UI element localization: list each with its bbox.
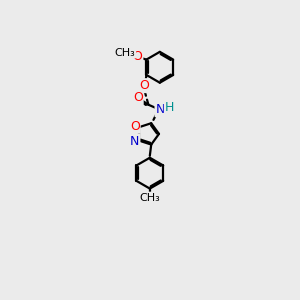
Text: O: O xyxy=(139,79,149,92)
Text: CH₃: CH₃ xyxy=(140,193,160,202)
Text: O: O xyxy=(133,50,142,63)
Text: O: O xyxy=(130,120,140,133)
Text: O: O xyxy=(133,91,143,104)
Text: N: N xyxy=(155,103,165,116)
Text: H: H xyxy=(165,101,174,114)
Text: CH₃: CH₃ xyxy=(115,48,135,58)
Text: N: N xyxy=(130,134,140,148)
